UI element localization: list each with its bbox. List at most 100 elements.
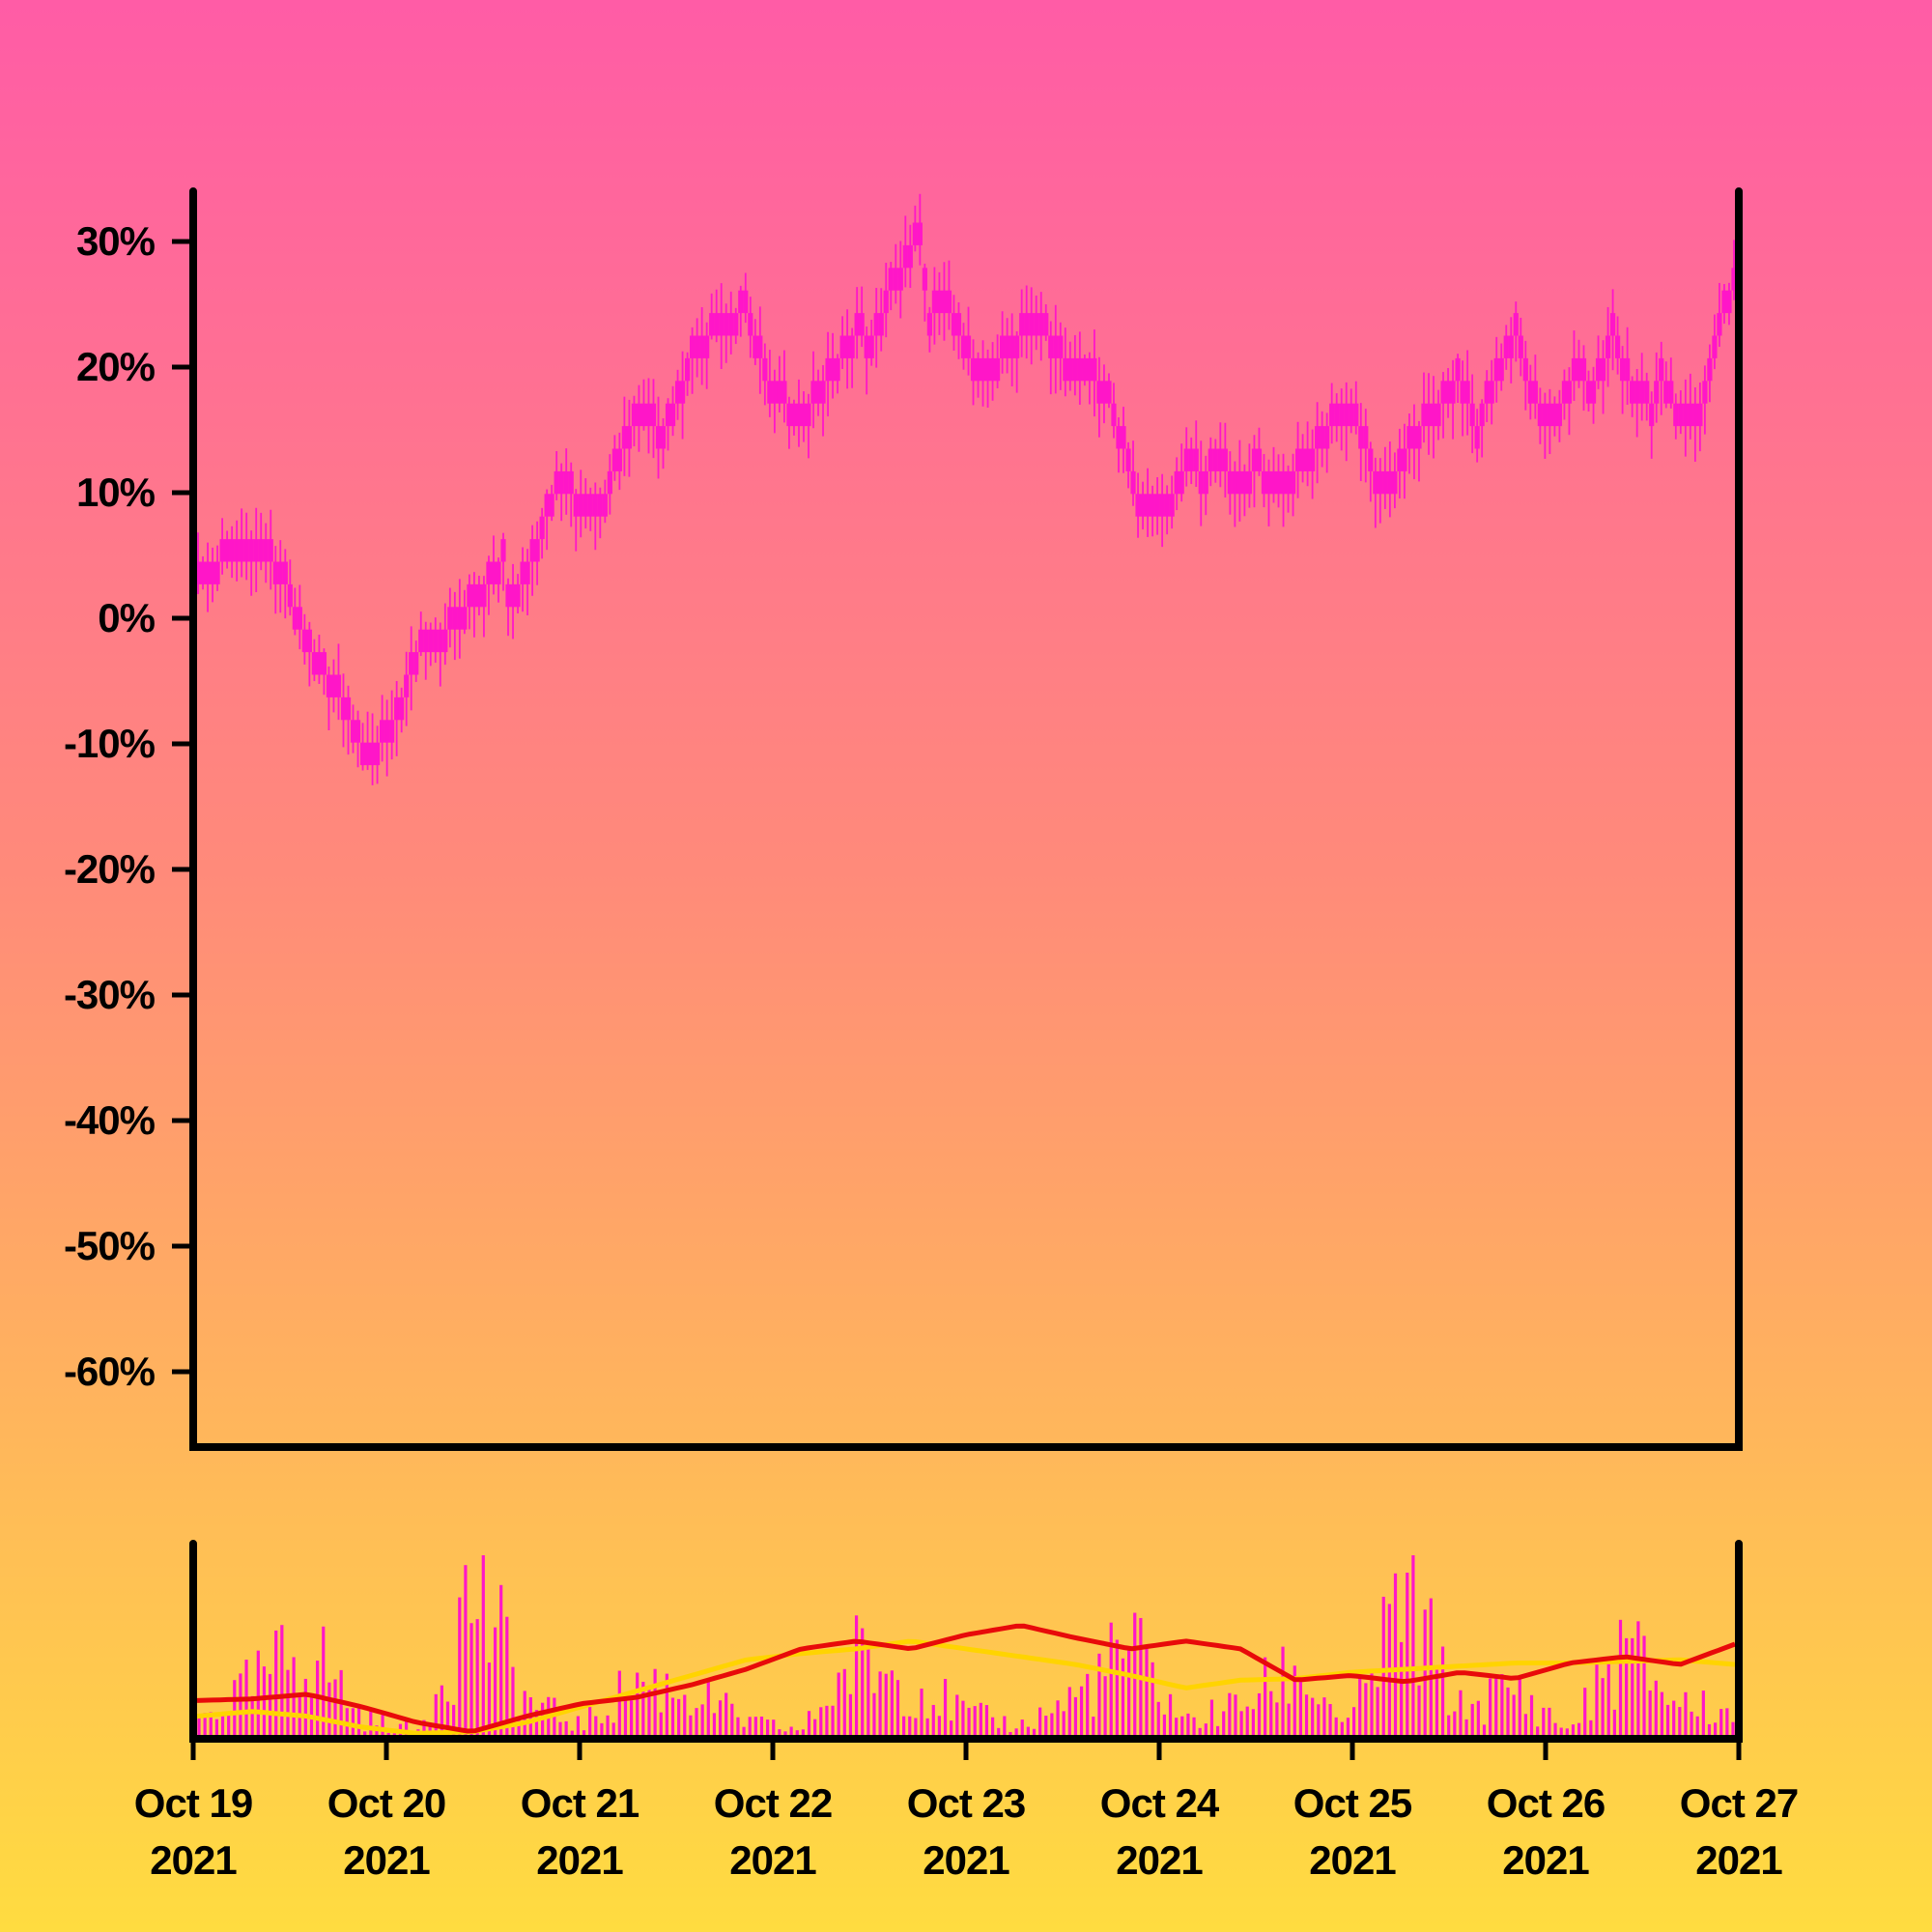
volume-bar <box>623 1699 628 1739</box>
volume-bar <box>1565 1728 1569 1739</box>
volume-bar <box>867 1644 870 1739</box>
volume-bar <box>1192 1717 1196 1739</box>
volume-bar <box>1222 1711 1226 1739</box>
candle-body <box>340 696 347 721</box>
volume-bar <box>647 1687 651 1739</box>
candle-body <box>786 403 792 427</box>
candle-body <box>922 268 927 291</box>
candle-body <box>369 742 376 766</box>
candle-body <box>1275 470 1282 495</box>
candle-body <box>621 426 627 449</box>
candle-body <box>636 403 642 427</box>
candle-body <box>888 268 894 291</box>
candle-body <box>1537 403 1543 427</box>
x-tick-label: Oct 21 <box>521 1780 639 1826</box>
candle-body <box>1460 381 1465 404</box>
candle-body <box>258 539 264 562</box>
volume-bar <box>203 1713 207 1739</box>
candle-body <box>1198 470 1204 495</box>
volume-bar <box>659 1712 663 1739</box>
volume-bar <box>1707 1723 1712 1739</box>
volume-bar <box>534 1710 539 1739</box>
volume-bar <box>481 1555 485 1739</box>
candle-body <box>753 335 758 358</box>
candle-body <box>1344 403 1350 427</box>
candle-body <box>1600 357 1606 382</box>
volume-bar <box>1548 1707 1551 1739</box>
volume-bar <box>1583 1688 1587 1739</box>
volume-bar <box>316 1661 320 1739</box>
candle-body <box>1135 494 1141 517</box>
candle-body <box>306 629 312 653</box>
candle-body <box>1222 448 1228 471</box>
volume-bar <box>1050 1713 1054 1739</box>
candle-body <box>1464 381 1470 404</box>
candle-body <box>1121 426 1126 449</box>
volume-bar <box>748 1717 752 1739</box>
candle-body <box>214 561 220 584</box>
candle-body <box>1609 313 1616 336</box>
volume-bar <box>1234 1694 1237 1739</box>
candle-body <box>394 696 400 721</box>
volume-bar <box>1494 1677 1498 1739</box>
volume-bar <box>955 1694 959 1739</box>
volume-bar <box>233 1680 237 1739</box>
volume-bar <box>1109 1622 1113 1739</box>
volume-bar <box>1097 1653 1101 1739</box>
candle-body <box>1349 403 1354 427</box>
candle-body <box>282 561 288 584</box>
volume-bar <box>1198 1727 1202 1739</box>
volume-bar <box>914 1718 918 1739</box>
volume-bar <box>1121 1658 1125 1739</box>
volume-bar <box>990 1717 995 1739</box>
volume-bar <box>689 1715 693 1739</box>
volume-bar <box>1127 1649 1131 1739</box>
candle-body <box>650 403 657 427</box>
candle-body <box>1159 494 1165 517</box>
x-tick-label: Oct 25 <box>1293 1780 1412 1826</box>
volume-bar <box>730 1703 734 1739</box>
candle-body <box>1043 313 1049 336</box>
volume-bar <box>256 1650 260 1739</box>
candle-body <box>1522 357 1528 382</box>
volume-bar <box>594 1716 598 1739</box>
candle-body <box>1024 313 1030 336</box>
volume-bar <box>1523 1714 1528 1739</box>
volume-bar <box>1417 1685 1421 1739</box>
x-tick-year: 2021 <box>536 1837 623 1883</box>
volume-bar <box>819 1707 823 1739</box>
candle-body <box>1440 381 1446 404</box>
volume-bar <box>1346 1718 1350 1739</box>
candle-body <box>1431 403 1436 427</box>
candle-body <box>1455 357 1461 382</box>
volume-bar <box>1440 1646 1445 1739</box>
candle-body <box>1392 470 1398 495</box>
candle-body <box>1639 381 1645 404</box>
x-axis: Oct 19 2021 Oct 20 2021 Oct 21 2021 Oct 22 2021… <box>134 1739 1799 1883</box>
volume-bar <box>286 1669 290 1739</box>
volume-bar <box>1103 1676 1107 1739</box>
volume-bar <box>653 1668 657 1739</box>
candle-body <box>704 335 710 358</box>
candle-body <box>219 539 225 562</box>
volume-bar <box>759 1716 764 1739</box>
volume-bar <box>724 1692 728 1739</box>
candle-body <box>210 561 215 584</box>
candle-body <box>611 448 617 471</box>
candle-body <box>839 335 845 358</box>
volume-bar <box>617 1670 621 1739</box>
y-tick-label: 10% <box>76 469 156 515</box>
candle-body <box>1469 403 1475 427</box>
volume-bar <box>274 1630 278 1739</box>
volume-bar <box>1239 1711 1243 1739</box>
candle-body <box>1261 470 1267 495</box>
volume-bar <box>1506 1687 1510 1739</box>
candle-body <box>243 539 249 562</box>
volume-bar <box>842 1668 846 1739</box>
candle-body <box>1334 403 1340 427</box>
x-tick-year: 2021 <box>1116 1837 1203 1883</box>
candle-body <box>1150 494 1155 517</box>
volume-bar <box>1269 1690 1273 1739</box>
candle-body <box>975 357 981 382</box>
candle-body <box>616 448 622 471</box>
